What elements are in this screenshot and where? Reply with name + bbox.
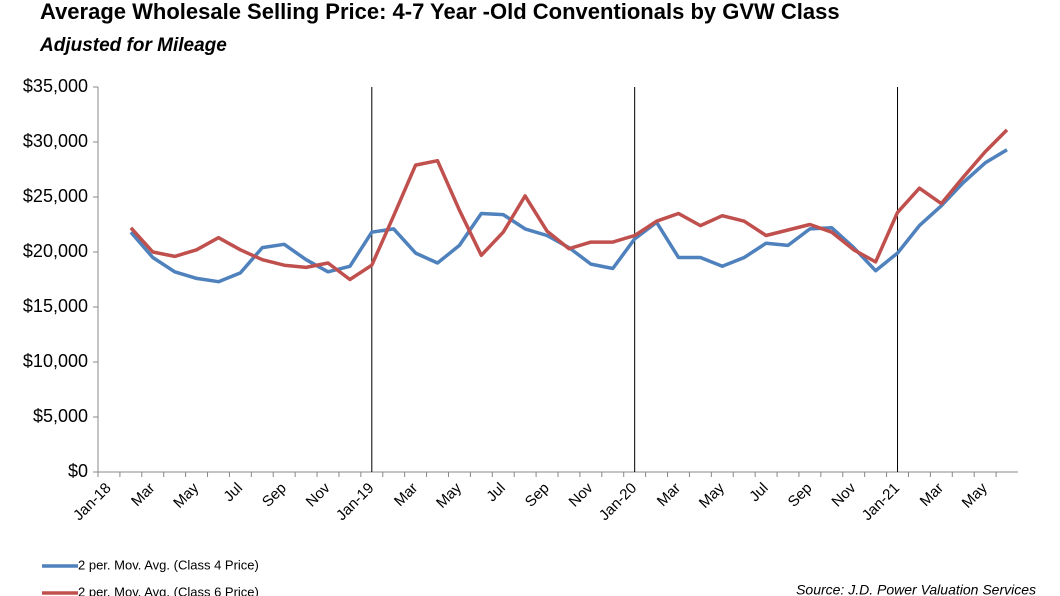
x-tick-label: Mar	[391, 480, 421, 510]
x-tick-label: Sep	[785, 480, 816, 511]
legend-label: 2 per. Mov. Avg. (Class 4 Price)	[78, 557, 259, 572]
x-tick-label: May	[170, 479, 202, 511]
x-tick-label: Mar	[654, 480, 684, 510]
x-tick-label: Jan-20	[596, 480, 640, 524]
y-tick-label: $0	[68, 461, 88, 481]
source-note: Source: J.D. Power Valuation Services	[796, 582, 1036, 596]
x-tick-label: Jan-19	[333, 480, 377, 524]
x-tick-label: Nov	[828, 479, 859, 510]
chart-title: Average Wholesale Selling Price: 4-7 Yea…	[40, 0, 840, 24]
y-tick-label: $20,000	[23, 241, 88, 261]
y-tick-label: $15,000	[23, 296, 88, 316]
y-tick-label: $30,000	[23, 131, 88, 151]
y-tick-label: $25,000	[23, 186, 88, 206]
x-tick-label: May	[433, 479, 465, 511]
x-tick-label: May	[959, 479, 991, 511]
x-tick-label: Nov	[566, 479, 597, 510]
x-tick-label: Sep	[259, 480, 290, 511]
x-tick-label: Jan-21	[859, 480, 903, 524]
y-tick-label: $35,000	[23, 76, 88, 96]
legend-label: 2 per. Mov. Avg. (Class 6 Price)	[78, 584, 259, 596]
x-tick-label: May	[696, 479, 728, 511]
y-tick-label: $10,000	[23, 351, 88, 371]
x-tick-label: Jul	[483, 480, 509, 506]
series-line	[129, 128, 1009, 282]
x-tick-label: Sep	[522, 480, 553, 511]
x-tick-label: Nov	[303, 479, 334, 510]
chart-subtitle: Adjusted for Mileage	[39, 35, 227, 56]
x-tick-label: Mar	[128, 480, 158, 510]
x-tick-label: Mar	[917, 480, 947, 510]
x-tick-label: Jan-18	[70, 480, 114, 524]
y-tick-label: $5,000	[33, 406, 88, 426]
x-tick-label: Jul	[220, 480, 246, 506]
x-tick-label: Jul	[746, 480, 772, 506]
